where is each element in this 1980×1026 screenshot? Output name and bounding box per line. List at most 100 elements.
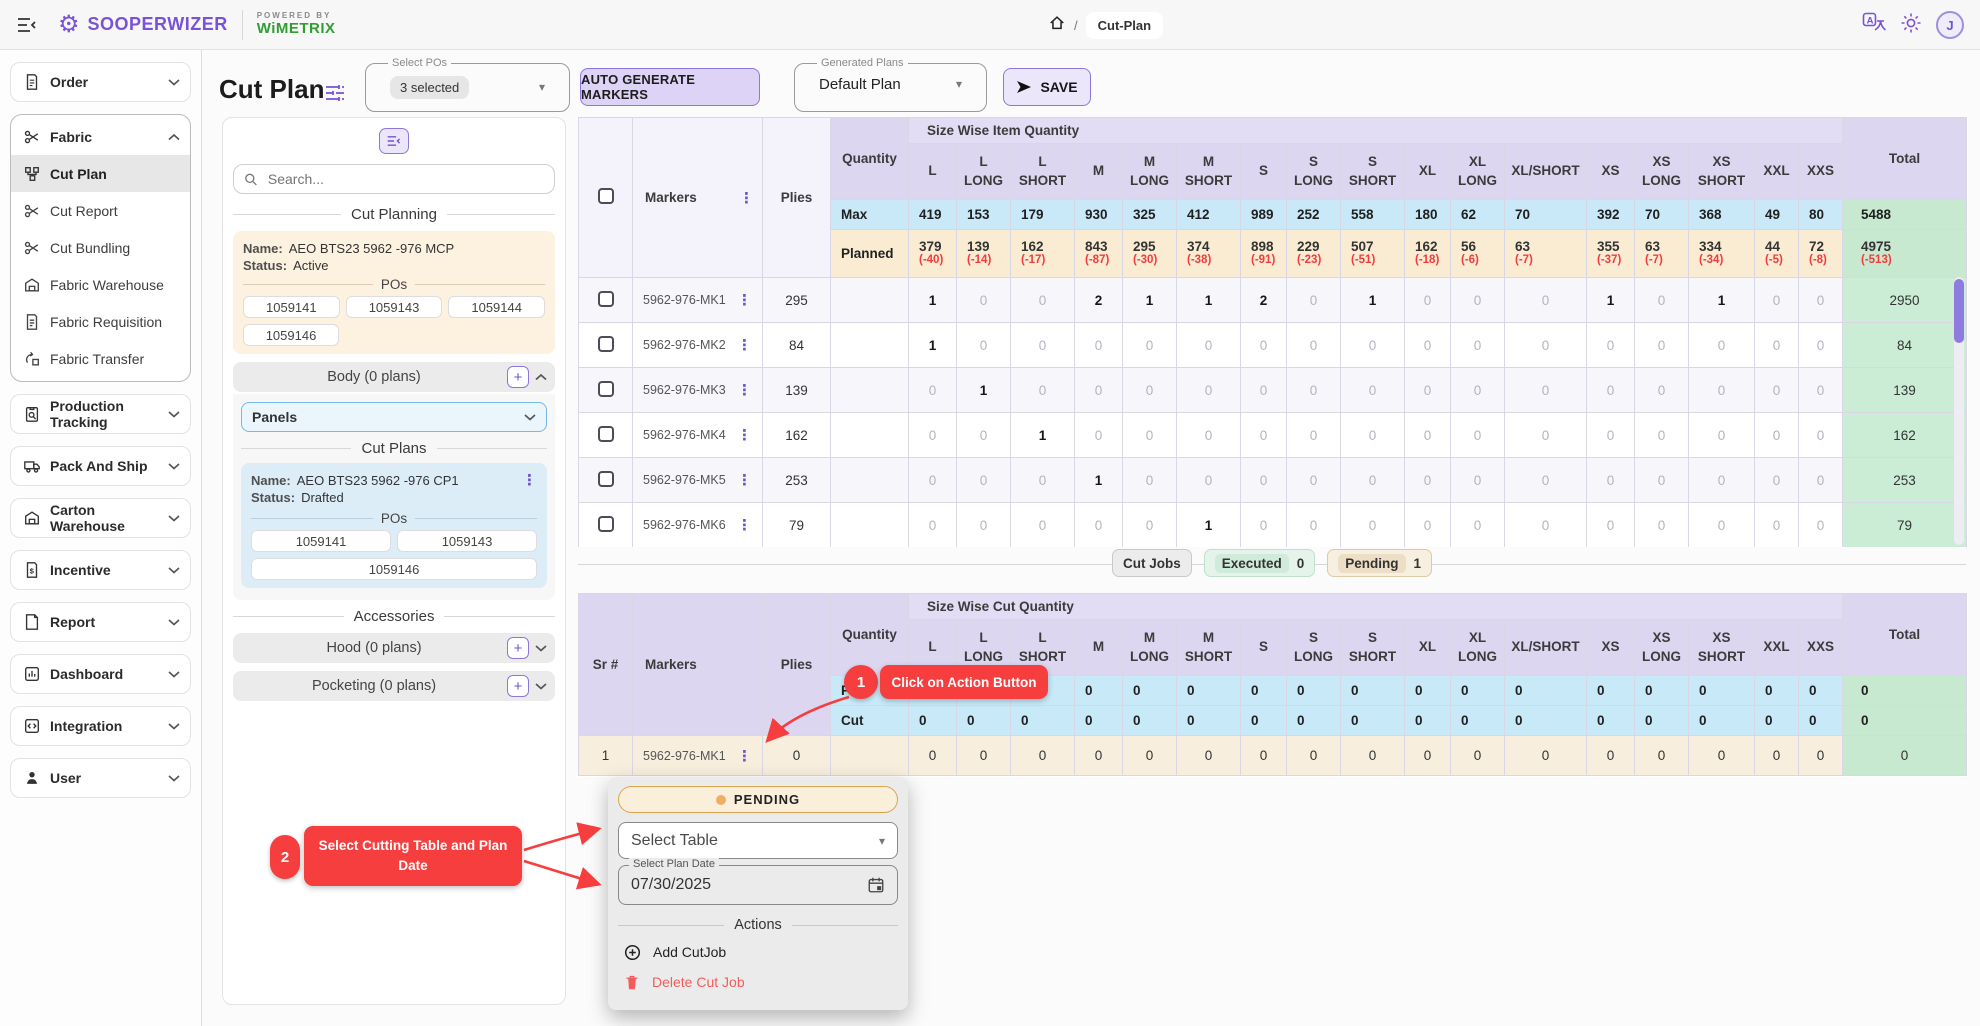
pending-count: 1 — [1413, 555, 1422, 571]
row-checkbox-cell[interactable] — [578, 322, 633, 368]
row-checkbox-cell[interactable] — [578, 412, 633, 458]
brand-logo[interactable]: ⚙ SOOPERWIZER — [58, 12, 228, 37]
row-checkbox-cell[interactable] — [578, 277, 633, 323]
row-action-menu-icon[interactable]: ⋮ — [737, 427, 752, 444]
app-header: ⚙ SOOPERWIZER POWERED BY WiMETRIX / Cut-… — [0, 0, 1980, 50]
add-pocketing-plan-button[interactable]: + — [507, 675, 529, 697]
add-hood-plan-button[interactable]: + — [507, 637, 529, 659]
row-checkbox[interactable] — [597, 380, 614, 397]
generated-plans-dropdown[interactable]: Generated Plans Default Plan ▾ — [794, 57, 987, 112]
row-action-menu-icon[interactable]: ⋮ — [737, 747, 752, 765]
sidebar-item-fabric[interactable]: Fabric — [11, 119, 190, 155]
sidebar-item-fabric-warehouse[interactable]: Fabric Warehouse — [11, 266, 190, 303]
executed-filter-chip[interactable]: Executed 0 — [1203, 549, 1316, 577]
size-value-cell: 0 — [956, 412, 1011, 458]
home-icon[interactable] — [1048, 14, 1066, 37]
sidebar-item-cut-bundling[interactable]: Cut Bundling — [11, 229, 190, 266]
table-scrollbar[interactable] — [1954, 277, 1964, 545]
avatar[interactable]: J — [1936, 11, 1964, 39]
size-column-header: XL LONG — [1450, 619, 1505, 676]
row-action-menu-icon[interactable]: ⋮ — [737, 472, 752, 489]
quantity-empty-cell — [830, 412, 909, 458]
sidebar-item-carton-warehouse[interactable]: Carton Warehouse — [10, 498, 191, 538]
calendar-icon[interactable] — [867, 876, 885, 894]
auto-generate-markers-button[interactable]: AUTO GENERATE MARKERS — [580, 68, 760, 106]
row-checkbox[interactable] — [597, 515, 614, 532]
sidebar-item-cut-report[interactable]: Cut Report — [11, 192, 190, 229]
row-action-menu-icon[interactable]: ⋮ — [737, 517, 752, 534]
size-wise-item-quantity-table: Markers ⋮ Plies Quantity Size Wise Item Quan… — [578, 117, 1968, 547]
hood-section-header[interactable]: Hood (0 plans) + — [233, 633, 555, 663]
add-body-plan-button[interactable]: + — [507, 366, 529, 388]
save-button[interactable]: SAVE — [1003, 68, 1091, 106]
delete-cutjob-menu-item[interactable]: Delete Cut Job — [618, 967, 898, 997]
quantity-empty-cell — [830, 502, 909, 547]
cut-plan-card[interactable]: Name: AEO BTS23 5962 -976 CP1 Status: Draf… — [241, 463, 547, 588]
transfer-icon — [25, 351, 39, 366]
row-action-menu-icon[interactable]: ⋮ — [737, 337, 752, 354]
chevron-down-icon[interactable] — [535, 682, 547, 690]
row-checkbox-cell[interactable] — [578, 502, 633, 547]
row-checkbox-cell[interactable] — [578, 367, 633, 413]
cut-plan-menu-icon[interactable]: ⋮ — [522, 472, 537, 489]
row-total-cell: 139 — [1842, 367, 1967, 413]
chevron-down-icon[interactable] — [535, 644, 547, 652]
panels-select[interactable]: Panels — [241, 402, 547, 432]
sidebar-item-fabric-transfer[interactable]: Fabric Transfer — [11, 340, 190, 377]
search-input[interactable] — [265, 170, 544, 188]
search-box[interactable] — [233, 164, 555, 194]
breadcrumb: / Cut-Plan — [1048, 8, 1164, 42]
sidebar-item-order[interactable]: Order — [10, 62, 191, 102]
sidebar-item-fabric-requisition[interactable]: Fabric Requisition — [11, 303, 190, 340]
panel-collapse-button[interactable] — [379, 128, 409, 154]
size-column-header: XXL — [1754, 619, 1799, 676]
breadcrumb-page[interactable]: Cut-Plan — [1085, 11, 1164, 39]
row-action-menu-icon[interactable]: ⋮ — [737, 382, 752, 399]
scrollbar-thumb[interactable] — [1954, 279, 1964, 343]
plan-date-field[interactable]: Select Plan Date 07/30/2025 — [618, 858, 898, 905]
select-pos-dropdown[interactable]: Select POs 3 selected ▾ — [365, 57, 570, 112]
plies-cell: 0 — [762, 735, 831, 776]
dropdown-arrow-icon: ▾ — [878, 833, 885, 848]
markers-header-label: Markers — [645, 190, 697, 205]
theme-sun-icon[interactable] — [1900, 12, 1922, 39]
body-section-header[interactable]: Body (0 plans) + — [233, 362, 555, 392]
size-value-cell: 0 — [1074, 735, 1123, 776]
row-checkbox[interactable] — [597, 290, 614, 307]
sidebar-collapse-icon[interactable] — [14, 12, 40, 38]
summary-value-cell: 0 — [1176, 675, 1241, 706]
sidebar-item-incentive[interactable]: $ Incentive — [10, 550, 191, 590]
row-checkbox[interactable] — [597, 335, 614, 352]
size-value-cell: 0 — [1586, 412, 1635, 458]
markers-menu-icon[interactable]: ⋮ — [739, 189, 754, 207]
sidebar-item-cut-plan[interactable]: Cut Plan — [11, 155, 190, 192]
sidebar-item-report[interactable]: Report — [10, 602, 191, 642]
row-checkbox[interactable] — [597, 425, 614, 442]
select-table-dropdown[interactable]: Select Table ▾ — [618, 822, 898, 859]
size-value-cell: 0 — [1240, 735, 1287, 776]
row-checkbox[interactable] — [597, 470, 614, 487]
translate-icon[interactable]: A — [1862, 12, 1887, 39]
breadcrumb-separator: / — [1074, 17, 1078, 33]
quantity-empty-cell — [830, 367, 909, 413]
summary-value-cell: 63 (-7) — [1504, 229, 1587, 278]
chevron-up-icon[interactable] — [535, 373, 547, 381]
size-value-cell: 1 — [908, 277, 957, 323]
sidebar-item-user[interactable]: User — [10, 758, 191, 798]
sidebar-item-integration[interactable]: Integration — [10, 706, 191, 746]
sidebar-item-pack-and-ship[interactable]: Pack And Ship — [10, 446, 191, 486]
select-all-cell[interactable] — [578, 117, 633, 278]
add-cutjob-menu-item[interactable]: Add CutJob — [618, 937, 898, 967]
filter-sliders-icon[interactable] — [323, 83, 347, 108]
pending-filter-chip[interactable]: Pending 1 — [1327, 549, 1433, 577]
row-action-menu-icon[interactable]: ⋮ — [737, 292, 752, 309]
size-value-cell: 0 — [1340, 412, 1405, 458]
size-value-cell: 0 — [908, 502, 957, 547]
sidebar-item-production-tracking[interactable]: Production Tracking — [10, 394, 191, 434]
row-checkbox-cell[interactable] — [578, 457, 633, 503]
send-icon — [1017, 81, 1032, 93]
sidebar-item-dashboard[interactable]: Dashboard — [10, 654, 191, 694]
size-column-header: L LONG — [956, 143, 1011, 200]
pocketing-section-header[interactable]: Pocketing (0 plans) + — [233, 671, 555, 701]
select-all-checkbox[interactable] — [597, 188, 614, 204]
